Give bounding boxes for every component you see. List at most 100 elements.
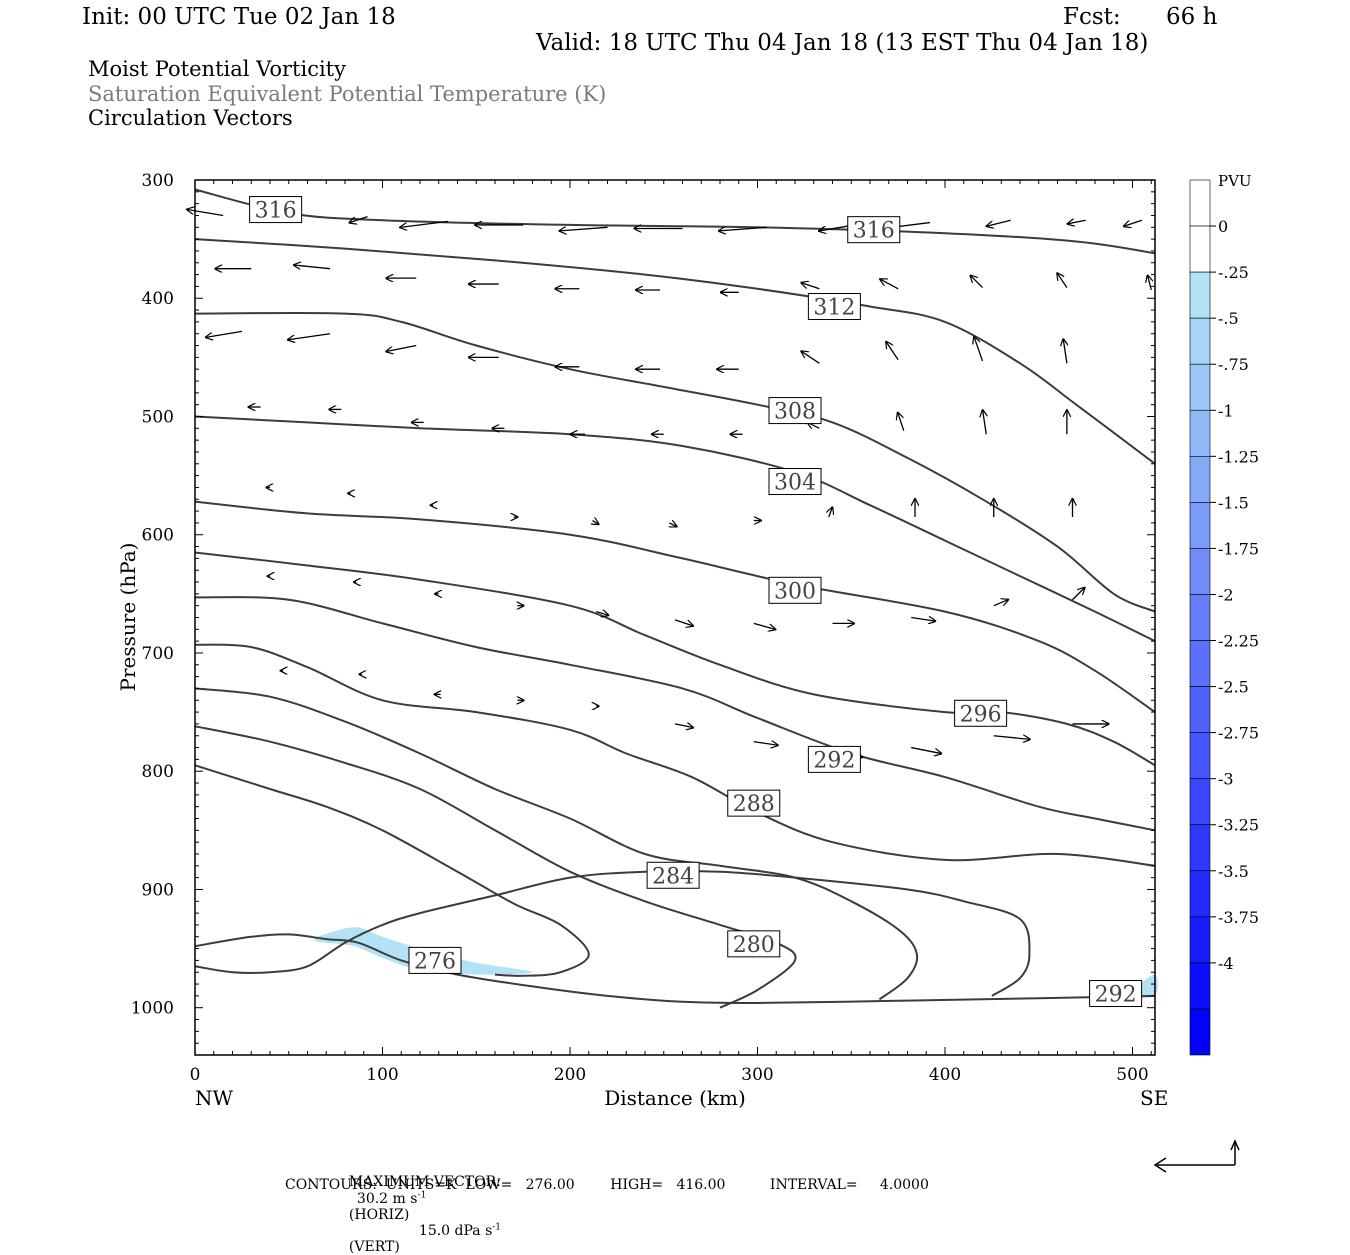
se-label: SE [1140, 1086, 1168, 1110]
colorbar-label: -3.5 [1218, 862, 1249, 881]
circulation-vector [669, 523, 676, 527]
contour-line-312 [194, 238, 1156, 465]
circulation-vector [386, 344, 417, 352]
y-tick-label: 700 [142, 644, 174, 664]
init-time: Init: 00 UTC Tue 02 Jan 18 [82, 4, 396, 30]
colorbar-label: -1 [1218, 401, 1234, 420]
circulation-vector [1068, 220, 1086, 224]
colorbar-cell [1189, 317, 1211, 365]
x-tick-label: 500 [1116, 1065, 1148, 1085]
x-tick-label: 0 [190, 1065, 201, 1085]
colorbar-label: -.75 [1218, 355, 1249, 374]
max-horiz-value: 30.2 m s-1 [356, 1190, 427, 1207]
circulation-vector [674, 619, 693, 626]
cross-section-chart: 316316312308304300296292288284280276292 … [116, 171, 1259, 1173]
colorbar-label: -1.25 [1218, 447, 1259, 466]
circulation-vector [400, 220, 449, 227]
colorbar-cell [1189, 271, 1211, 319]
circulation-vector [294, 265, 331, 269]
y-tick-label: 500 [142, 407, 174, 427]
title-mpv: Moist Potential Vorticity [88, 57, 346, 81]
nw-label: NW [195, 1086, 234, 1110]
colorbar-label: -.5 [1218, 309, 1239, 328]
contour-label: 292 [1095, 983, 1137, 1008]
contour-label: 292 [813, 748, 855, 773]
circulation-vector [1063, 339, 1067, 364]
colorbar-label: -2 [1218, 585, 1234, 604]
x-tick-label: 100 [366, 1065, 398, 1085]
contour-label-box [727, 930, 781, 958]
circulation-vector [753, 742, 778, 746]
contour-line-276 [194, 933, 1156, 1005]
colorbar-label: -3 [1218, 770, 1234, 789]
y-axis-title: Pressure (hPa) [116, 543, 140, 692]
title-circulation: Circulation Vectors [88, 106, 293, 130]
circulation-vector [350, 216, 368, 223]
circulation-vectors [187, 206, 1151, 757]
contour-line-316 [194, 188, 1156, 255]
max-vector-line: MAXIMUM VECTOR: 30.2 m s-1 (HORIZ) 15.0 … [340, 1158, 501, 1255]
theta-es-contours [194, 188, 1156, 1009]
y-tick-label: 600 [142, 526, 174, 546]
contour-label-box [408, 946, 462, 974]
colorbar-label: -2.5 [1218, 678, 1249, 697]
circulation-vector [911, 618, 935, 622]
colorbar-cell [1189, 502, 1211, 549]
circulation-vector [801, 283, 820, 290]
max-vert-unit: (VERT) [348, 1239, 400, 1255]
circulation-vector [674, 724, 693, 728]
forecast-hour-value: 66 h [1166, 4, 1218, 30]
y-tick-label: 1000 [131, 999, 174, 1019]
contour-line-288 [194, 643, 1156, 867]
y-tick-label: 800 [142, 762, 174, 782]
colorbar-cell [1189, 916, 1211, 964]
pv-colorbar: 0 -.25 -.5 -.75 -1 -1.25 -1.5 -1.75 -2 -2.25 -2.5 -… [1189, 172, 1259, 1056]
colorbar-cell [1189, 409, 1211, 457]
valid-time: Valid: 18 UTC Thu 04 Jan 18 (13 EST Thu … [536, 30, 1149, 56]
x-tick-label: 400 [929, 1065, 961, 1085]
contour-label: 300 [774, 579, 816, 604]
circulation-vector [596, 612, 608, 616]
max-vector-label: MAXIMUM VECTOR: [348, 1174, 501, 1190]
colorbar-label: 0 [1218, 217, 1228, 236]
contour-line-unlabeled [194, 764, 590, 977]
circulation-vector [593, 521, 599, 525]
reference-vector [1153, 1139, 1240, 1173]
contour-label: 280 [733, 933, 775, 958]
circulation-vector [983, 410, 987, 435]
colorbar-label: -1.5 [1218, 493, 1249, 512]
colorbar-cell [1189, 548, 1211, 595]
colorbar-cell [1189, 1008, 1211, 1056]
max-vert-value: 15.0 dPa s-1 [418, 1222, 502, 1240]
contour-label-box [1089, 980, 1143, 1008]
colorbar-label: -3.25 [1218, 816, 1259, 835]
colorbar-cell [1189, 225, 1211, 273]
title-theta-es: Saturation Equivalent Potential Temperat… [88, 82, 607, 106]
circulation-vector [1057, 273, 1068, 288]
colorbar-label: -2.75 [1218, 724, 1259, 743]
colorbar-cell [1189, 732, 1211, 779]
colorbar-cell [1189, 962, 1211, 1010]
colorbar-label: -4 [1218, 954, 1234, 973]
axes: 0 100 200 300 400 500 300 400 500 600 700 800 900 100… [116, 171, 1168, 1110]
circulation-vector [911, 746, 941, 754]
contour-line-300 [194, 500, 1156, 713]
contour-line-292 [194, 596, 1156, 832]
circulation-vector [719, 227, 767, 231]
colorbar-label: -.25 [1218, 263, 1249, 282]
circulation-vector [971, 276, 983, 289]
y-tick-label: 300 [142, 171, 174, 191]
contour-label-box [807, 293, 861, 321]
circulation-vector [1148, 276, 1152, 291]
contour-label-box [768, 397, 822, 425]
contour-label-box [249, 196, 303, 224]
colorbar-label: -2.25 [1218, 632, 1259, 651]
contour-line-296 [194, 551, 1156, 767]
contour-line-304 [194, 415, 1156, 642]
contour-label: 296 [960, 702, 1002, 727]
circulation-vector [974, 337, 984, 362]
circulation-vector [753, 622, 776, 629]
x-axis-title: Distance (km) [604, 1086, 746, 1110]
contour-line-284 [194, 687, 919, 1001]
contour-line-308 [194, 311, 1156, 613]
